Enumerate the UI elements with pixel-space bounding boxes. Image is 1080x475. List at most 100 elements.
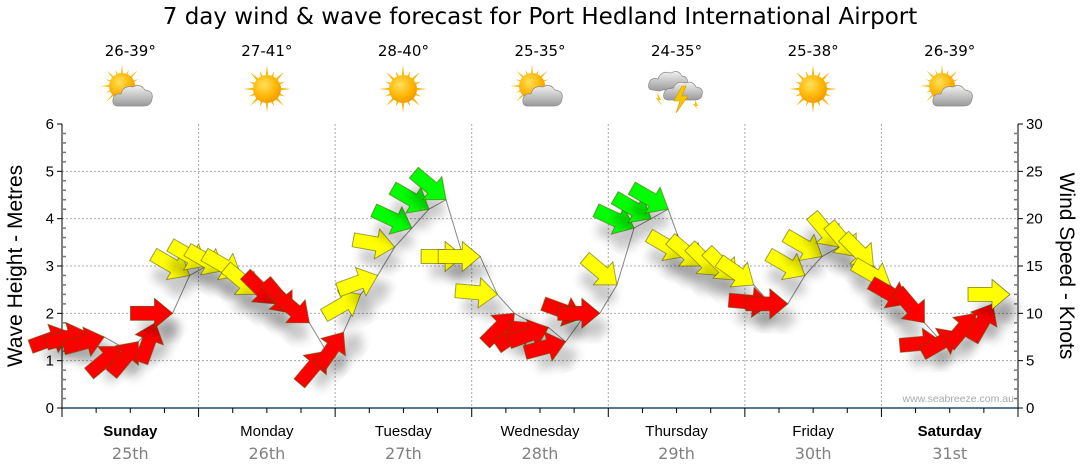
temperature-range: 26-39° (104, 42, 156, 60)
left-tick-label: 6 (46, 116, 54, 133)
wind-arrow (967, 278, 1011, 311)
day-name-label: Friday (792, 423, 834, 440)
storm-icon (617, 64, 737, 114)
day-date-label: 31st (932, 444, 967, 463)
wind-arrow-shape (370, 203, 413, 235)
left-tick-label: 3 (46, 258, 54, 275)
wind-arrow (764, 247, 806, 281)
wind-arrow-shape (891, 285, 925, 324)
wind-arrow (522, 331, 567, 362)
wind-arrow-shape (506, 318, 550, 349)
sunny-icon (753, 64, 873, 114)
wind-arrow-shape (134, 322, 165, 366)
day-date-label: 29th (658, 444, 695, 463)
right-tick-label: 30 (1026, 116, 1043, 133)
day-forecast: 28-40° (343, 42, 463, 114)
wind-arrow-shape (627, 181, 669, 214)
wind-arrow (134, 322, 165, 366)
temperature-range: 24-35° (651, 42, 703, 60)
wind-arrow (454, 277, 498, 309)
temperature-range: 26-39° (924, 42, 976, 60)
day-name-label: Wednesday (501, 423, 580, 440)
wind-arrow-shape (149, 247, 191, 281)
day-forecast: 26-39° (890, 42, 1010, 114)
wind-arrow-shape (335, 266, 379, 297)
axes: 0 1 2 3 4 5 6 0 5 10 15 20 25 30 Sunday 25th Monday 26th T… (46, 116, 1043, 463)
wind-arrow (408, 166, 447, 201)
wind-arrow (351, 228, 396, 260)
day-date-label: 30th (795, 444, 832, 463)
right-tick-label: 10 (1026, 305, 1043, 322)
left-tick-label: 4 (46, 211, 54, 228)
right-tick-label: 15 (1026, 258, 1043, 275)
day-forecast: 25-38° (753, 42, 873, 114)
wind-arrow (388, 181, 430, 214)
left-tick-label: 5 (46, 163, 54, 180)
wind-arrow (714, 254, 755, 288)
wind-arrow-shape (272, 289, 310, 324)
wind-arrow-shape (764, 247, 806, 281)
wind-arrow-shape (408, 166, 447, 201)
wind-arrow (437, 240, 481, 273)
wind-arrows (27, 166, 1011, 389)
temperature-range: 25-38° (787, 42, 839, 60)
right-tick-label: 25 (1026, 163, 1043, 180)
wind-arrow-shape (313, 331, 346, 372)
wind-arrow-shape (557, 297, 601, 330)
wind-arrow (557, 297, 601, 330)
wind-arrow (745, 288, 789, 320)
left-axis-title: Wave Height - Metres (4, 165, 27, 367)
wind-arrow-shape (610, 191, 652, 224)
left-tick-label: 0 (46, 400, 54, 417)
wind-arrow-shape (781, 228, 823, 262)
wind-arrow-shape (965, 303, 998, 345)
day-name-label: Sunday (103, 423, 158, 440)
wind-arrow (130, 297, 174, 330)
day-name-label: Saturday (918, 423, 983, 440)
wind-arrow-shape (437, 240, 481, 273)
right-axis-title: Wind Speed - Knots (1055, 173, 1078, 360)
wind-arrow-shape (579, 251, 618, 286)
wind-arrow-shape (351, 228, 396, 260)
right-tick-label: 5 (1026, 353, 1034, 370)
wind-arrow (891, 285, 925, 324)
day-name-label: Thursday (645, 423, 708, 440)
wind-arrow-shape (714, 254, 755, 288)
wind-arrow (579, 251, 618, 286)
day-name-label: Monday (240, 423, 294, 440)
left-tick-label: 1 (46, 353, 54, 370)
chart-title: 7 day wind & wave forecast for Port Hedl… (162, 4, 918, 30)
day-date-label: 25th (112, 444, 149, 463)
watermark-text: www.seabreeze.com.au (902, 393, 1015, 405)
wind-arrow-shape (454, 277, 498, 309)
right-tick-label: 20 (1026, 211, 1043, 228)
day-name-label: Tuesday (375, 423, 432, 440)
wind-arrow (627, 181, 669, 214)
wind-arrow (592, 203, 635, 235)
wind-arrow-shape (592, 203, 635, 235)
day-forecast: 27-41° (207, 42, 327, 114)
day-date-label: 28th (522, 444, 559, 463)
temperature-range: 27-41° (241, 42, 293, 60)
wind-arrow-shape (745, 288, 789, 320)
wind-arrow-shape (967, 278, 1011, 311)
wind-arrow (370, 203, 413, 235)
day-date-label: 26th (248, 444, 285, 463)
wind-arrow-shape (388, 181, 430, 214)
partly-cloudy-icon (70, 64, 190, 114)
day-forecast: 24-35° (617, 42, 737, 114)
day-forecast: 26-39° (70, 42, 190, 114)
partly-cloudy-icon (480, 64, 600, 114)
wind-arrow-shape (522, 331, 567, 362)
wind-arrow (610, 191, 652, 224)
day-date-label: 27th (385, 444, 422, 463)
axis-labels: Wave Height - Metres Wind Speed - Knots … (4, 165, 1078, 405)
wind-arrow (506, 318, 550, 349)
temperature-range: 25-35° (514, 42, 566, 60)
wind-arrow (965, 303, 998, 345)
wind-arrow (272, 289, 310, 324)
sunny-icon (207, 64, 327, 114)
temperature-range: 28-40° (377, 42, 429, 60)
partly-cloudy-icon (890, 64, 1010, 114)
